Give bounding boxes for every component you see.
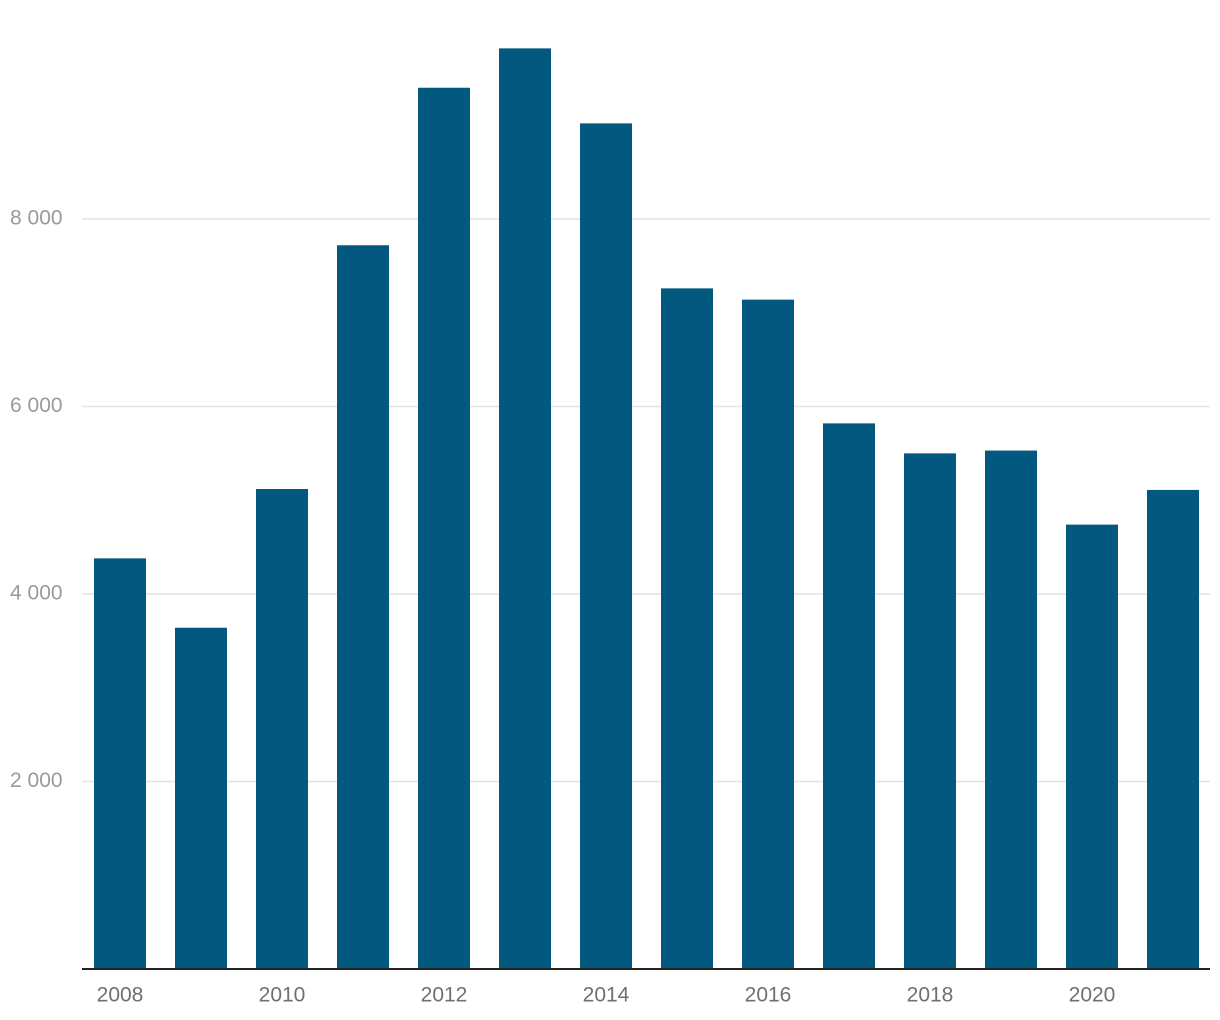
- bar: [904, 453, 956, 969]
- bar: [499, 48, 551, 969]
- bar: [985, 450, 1037, 969]
- x-tick-label: 2012: [421, 984, 468, 1007]
- bar: [256, 489, 308, 969]
- bar: [1147, 489, 1199, 969]
- x-tick-label: 2020: [1069, 984, 1116, 1007]
- bar: [742, 299, 794, 969]
- x-tick-label: 2016: [745, 984, 792, 1007]
- y-tick-label: 4 000: [10, 582, 63, 605]
- x-tick-label: 2008: [97, 984, 144, 1007]
- y-tick-label: 2 000: [10, 769, 63, 792]
- y-tick-label: 6 000: [10, 394, 63, 417]
- x-tick-label: 2018: [907, 984, 954, 1007]
- x-tick-label: 2010: [259, 984, 306, 1007]
- bar: [94, 558, 146, 969]
- bar: [1066, 524, 1118, 969]
- bar: [823, 423, 875, 969]
- bar: [580, 123, 632, 969]
- bar: [661, 288, 713, 969]
- bar: [337, 245, 389, 969]
- bar: [418, 87, 470, 969]
- bar: [175, 627, 227, 969]
- y-tick-label: 8 000: [10, 207, 63, 230]
- x-tick-label: 2014: [583, 984, 630, 1007]
